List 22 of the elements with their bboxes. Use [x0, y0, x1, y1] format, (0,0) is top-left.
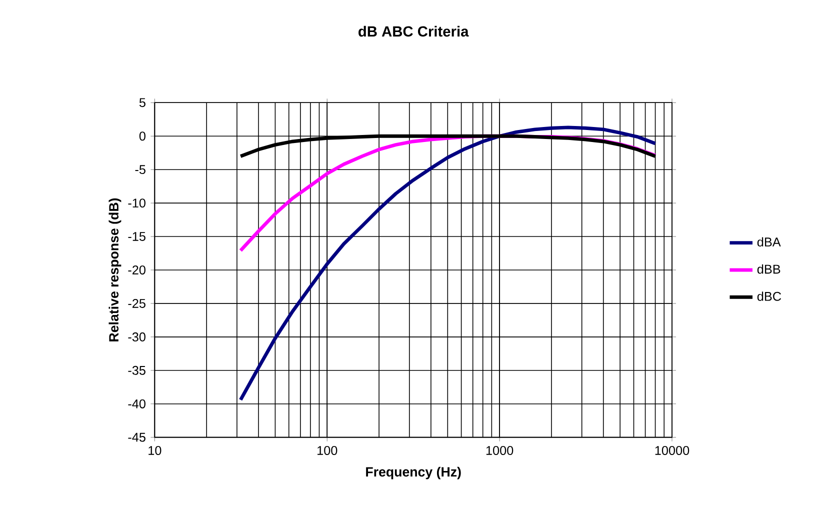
y-tick-label: -15 [128, 232, 146, 241]
y-tick-label: -35 [128, 366, 146, 375]
y-tick-label: -20 [128, 266, 146, 274]
y-tick-label: 5 [139, 98, 146, 108]
y-tick-label: -10 [128, 198, 146, 208]
x-tick-label: 100 [318, 446, 338, 455]
y-tick-label: -30 [128, 332, 146, 342]
legend-label: dBB [757, 264, 780, 274]
y-tick-label: -45 [128, 432, 146, 442]
line-series [238, 126, 658, 402]
y-tick-label: 0 [139, 132, 146, 141]
legend-label: dBC [757, 292, 782, 301]
y-axis-title: Relative response (dB) [108, 198, 122, 342]
y-tick-label: -25 [128, 298, 146, 308]
y-tick-label: -5 [135, 165, 146, 174]
x-tick-label: 10000 [655, 446, 690, 455]
y-tick-label: -40 [128, 399, 146, 408]
x-tick-label: 1000 [486, 446, 514, 455]
legend-label: dBA [757, 237, 781, 247]
chart-title: dB ABC Criteria [358, 26, 469, 37]
x-axis-title: Frequency (Hz) [366, 466, 461, 480]
x-tick-label: 10 [148, 446, 162, 455]
